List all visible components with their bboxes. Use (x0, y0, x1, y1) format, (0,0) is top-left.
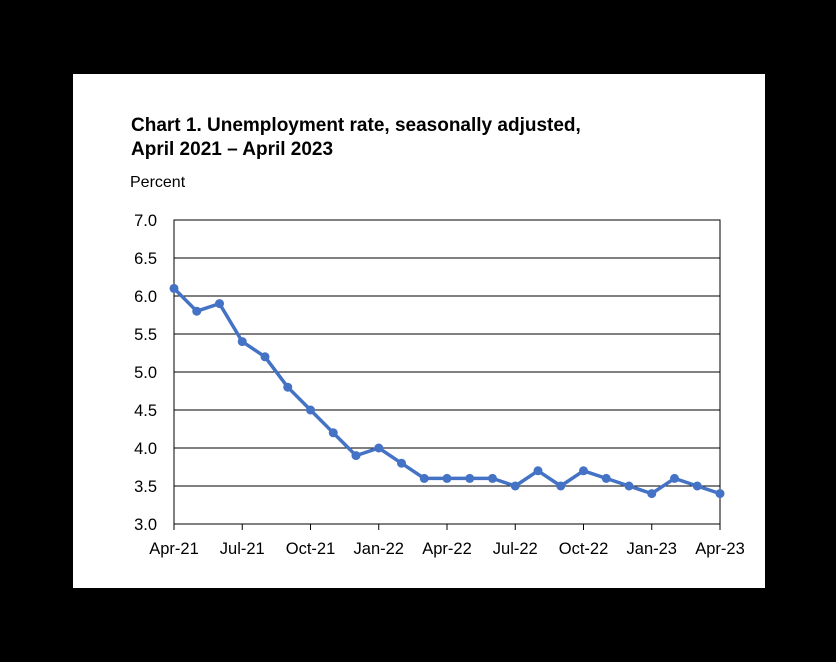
x-tick-label: Apr-23 (695, 540, 745, 558)
data-point (556, 481, 566, 491)
data-point (260, 352, 270, 362)
chart-title-line1: Chart 1. Unemployment rate, seasonally a… (131, 115, 581, 136)
y-tick-label: 6.5 (134, 250, 157, 268)
data-point (397, 458, 406, 468)
y-tick-label: 6.0 (134, 288, 157, 306)
x-tick-label: Jul-21 (220, 540, 265, 558)
line-chart: 3.0 3.5 4.0 4.5 5.0 5.5 6.0 6.5 7.0 Apr-21 Jul-21 O… (134, 212, 745, 558)
data-point (351, 451, 361, 461)
data-point (374, 443, 384, 453)
x-tick-label: Oct-21 (286, 540, 336, 558)
data-point (215, 299, 224, 309)
y-tick-label: 4.5 (134, 402, 157, 420)
data-point (465, 473, 475, 483)
data-point (237, 337, 247, 347)
x-tick-label: Apr-22 (422, 540, 472, 558)
y-tick-label: 3.0 (134, 516, 157, 534)
series-line (172, 286, 722, 496)
y-axis-label: Percent (130, 174, 186, 191)
data-point (442, 473, 452, 483)
y-tick-label: 5.5 (134, 326, 157, 344)
data-point (328, 428, 338, 438)
data-point (192, 306, 202, 316)
chart-frame: Chart 1. Unemployment rate, seasonally a… (73, 74, 765, 588)
data-point (647, 489, 657, 499)
y-tick-label: 3.5 (134, 478, 157, 496)
y-tick-label: 4.0 (134, 440, 157, 458)
data-point (533, 466, 543, 476)
data-point (283, 382, 293, 392)
x-tick-label: Jan-22 (354, 540, 404, 558)
chart-title-line2: April 2021 – April 2023 (131, 139, 334, 160)
data-point (510, 481, 520, 491)
data-point (579, 466, 588, 476)
data-point (169, 283, 179, 293)
x-tick-label: Oct-22 (559, 540, 609, 558)
data-point (692, 481, 702, 491)
x-tick-label: Jul-22 (493, 540, 538, 558)
data-point (601, 473, 611, 483)
chart-title: Chart 1. Unemployment rate, seasonally a… (131, 114, 581, 162)
data-point (624, 481, 634, 491)
data-point (670, 473, 679, 483)
y-tick-label: 5.0 (134, 364, 157, 382)
data-point (488, 473, 497, 483)
data-point (715, 489, 725, 499)
x-tick-label: Apr-21 (149, 540, 199, 558)
data-point (306, 405, 315, 415)
y-tick-label: 7.0 (134, 212, 157, 230)
x-tick-label: Jan-23 (627, 540, 677, 558)
data-point (419, 473, 429, 483)
